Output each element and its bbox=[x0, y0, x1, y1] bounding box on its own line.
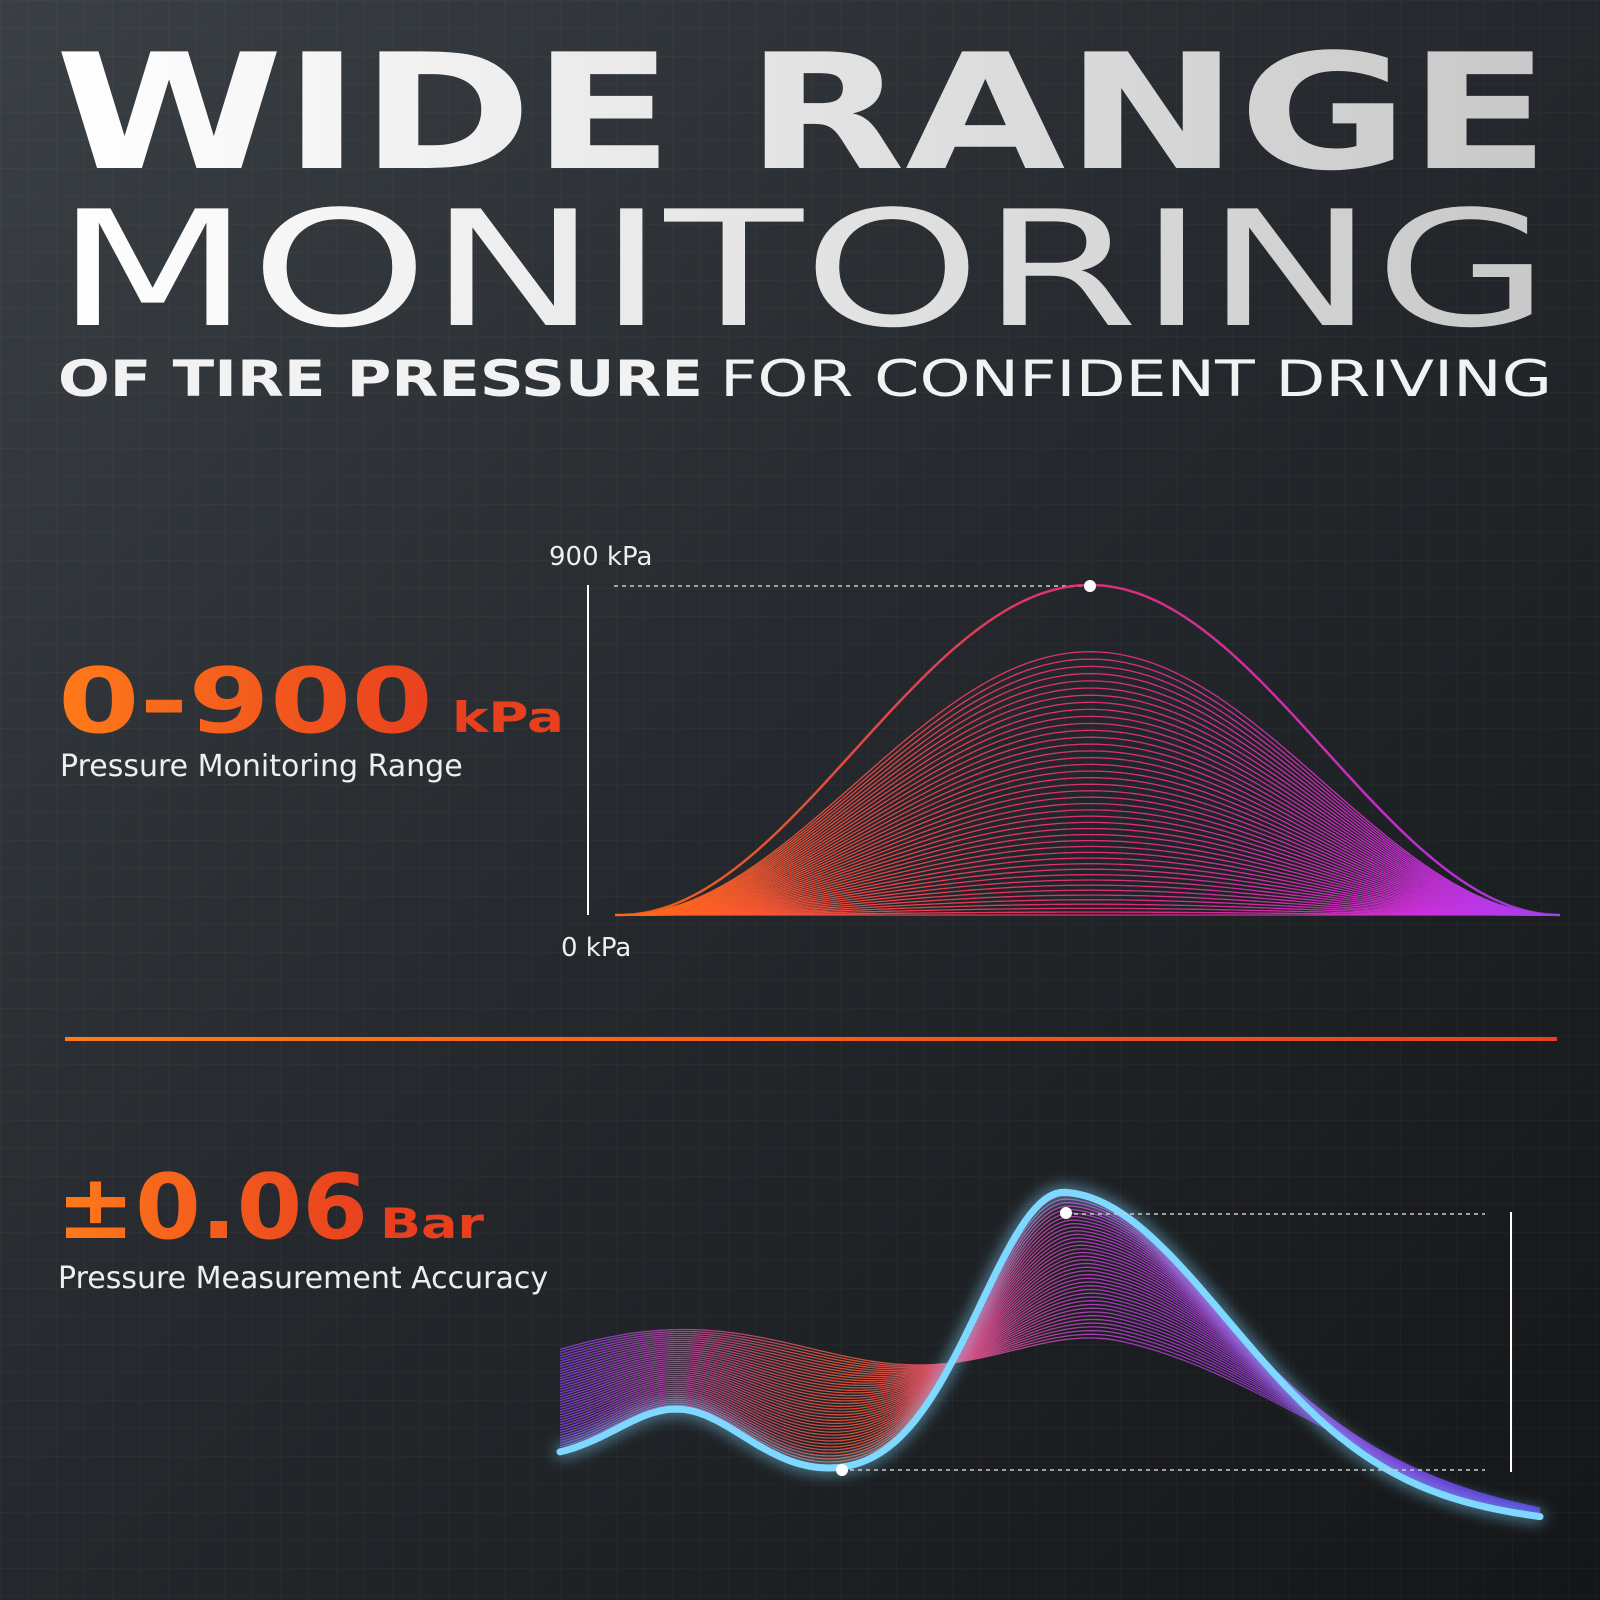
wave-curves bbox=[556, 1188, 1544, 1521]
subtitle-light: FOR CONFIDENT DRIVING bbox=[720, 350, 1552, 408]
decor-curve bbox=[615, 899, 1560, 916]
axis-top-label: 900 kPa bbox=[549, 542, 652, 572]
decor-curve bbox=[615, 651, 1561, 916]
decor-curve bbox=[615, 777, 1560, 916]
decor-curve bbox=[615, 743, 1560, 916]
decor-curve bbox=[615, 907, 1560, 916]
decor-curve bbox=[615, 874, 1560, 916]
decor-curve bbox=[615, 757, 1560, 916]
decor-curve bbox=[615, 701, 1560, 916]
decor-curve bbox=[615, 770, 1560, 916]
decor-curve bbox=[615, 809, 1560, 916]
decor-curve bbox=[615, 833, 1560, 916]
peak-dot bbox=[1084, 580, 1096, 592]
decor-curve bbox=[615, 821, 1560, 916]
decor-curve bbox=[559, 1215, 1541, 1516]
decor-curve bbox=[615, 827, 1560, 916]
decor-curve bbox=[615, 763, 1560, 916]
decor-curve bbox=[615, 694, 1560, 916]
decor-curve bbox=[615, 729, 1560, 916]
decor-curve bbox=[615, 815, 1560, 916]
decor-curve bbox=[615, 868, 1560, 916]
decor-curve bbox=[559, 1208, 1541, 1517]
accuracy-unit: Bar bbox=[380, 1199, 484, 1248]
decor-curve bbox=[615, 889, 1560, 916]
max-dot bbox=[1060, 1207, 1072, 1219]
decor-curve bbox=[615, 802, 1560, 916]
decor-curve bbox=[556, 1188, 1544, 1521]
decor-curve bbox=[559, 1219, 1541, 1516]
subtitle-bold: OF TIRE PRESSURE bbox=[58, 350, 703, 408]
decor-curve bbox=[615, 839, 1560, 916]
decor-curve bbox=[615, 708, 1560, 916]
title-line-2: MONITORING bbox=[55, 176, 1550, 363]
accuracy-figure: ±0.06 bbox=[56, 1155, 368, 1260]
accuracy-caption: Pressure Measurement Accuracy bbox=[58, 1261, 548, 1296]
range-caption: Pressure Monitoring Range bbox=[60, 749, 463, 784]
decor-curve bbox=[615, 790, 1560, 916]
decor-curve bbox=[615, 715, 1560, 916]
decor-curve bbox=[615, 672, 1560, 916]
decor-curve bbox=[615, 863, 1560, 916]
decor-curve bbox=[615, 783, 1560, 916]
divider bbox=[65, 1037, 1557, 1041]
decor-curve bbox=[615, 857, 1560, 916]
decor-curve bbox=[615, 722, 1560, 916]
decor-curve bbox=[615, 903, 1560, 916]
decor-curve bbox=[615, 879, 1560, 916]
decor-curve bbox=[615, 658, 1560, 916]
decor-curve bbox=[615, 750, 1560, 916]
decor-curve bbox=[559, 1212, 1541, 1516]
axis-bottom-label: 0 kPa bbox=[561, 933, 631, 963]
range-figure: 0-900 bbox=[58, 649, 433, 754]
decor-curve bbox=[615, 796, 1560, 916]
decor-curve bbox=[615, 911, 1560, 916]
decor-curve bbox=[615, 687, 1560, 916]
range-unit: kPa bbox=[452, 693, 564, 742]
title-line-1: WIDE RANGE bbox=[55, 19, 1550, 206]
subtitle: OF TIRE PRESSURE FOR CONFIDENT DRIVING bbox=[58, 350, 1552, 408]
min-dot bbox=[836, 1464, 848, 1476]
decor-curve bbox=[615, 884, 1560, 916]
decor-curve bbox=[615, 680, 1560, 916]
decor-curve bbox=[615, 736, 1560, 916]
decor-curve bbox=[615, 894, 1560, 916]
decor-curve bbox=[615, 665, 1560, 916]
decor-curve bbox=[615, 845, 1560, 916]
decor-curve bbox=[615, 851, 1560, 916]
bell-curves bbox=[615, 583, 1561, 917]
